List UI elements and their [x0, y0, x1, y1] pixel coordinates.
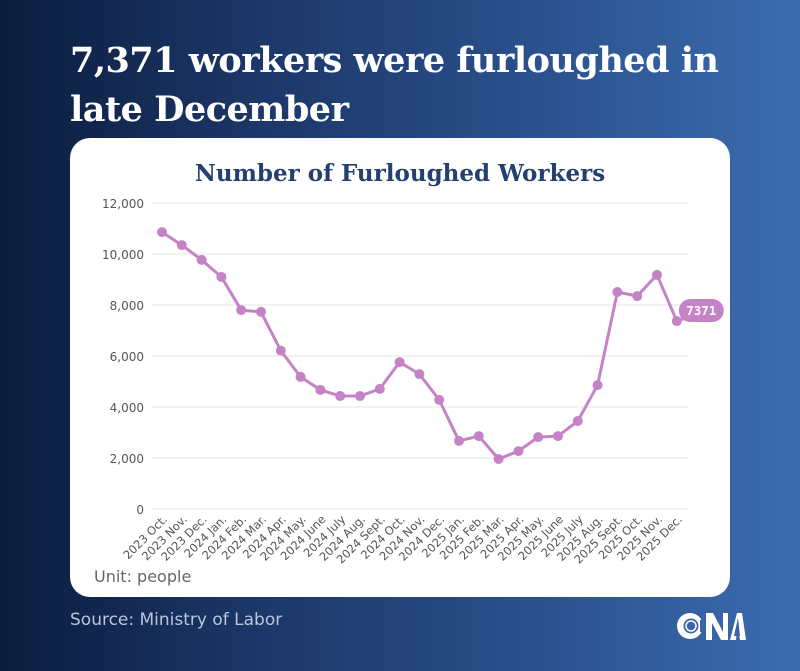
data-point [454, 435, 464, 446]
data-point [533, 432, 544, 443]
data-point [632, 291, 643, 302]
cna-logo-icon [677, 613, 746, 640]
data-point [196, 254, 207, 265]
y-tick-label: 0 [136, 503, 144, 517]
data-point [652, 269, 662, 280]
data-point [157, 227, 167, 238]
data-point [176, 240, 187, 251]
headline: 7,371 workers were furloughed in late De… [70, 40, 719, 130]
source-label: Source: Ministry of Labor [70, 610, 283, 630]
data-point [315, 384, 326, 395]
data-point [572, 416, 583, 427]
data-point [216, 271, 227, 282]
data-point [295, 371, 306, 382]
data-point [612, 286, 623, 297]
y-axis-labels: 0 2,000 4,000 6,000 8,000 10,000 12,000 [102, 197, 144, 517]
chart-title: Number of Furloughed Workers [194, 160, 606, 187]
data-point [434, 394, 445, 405]
gridlines [152, 202, 688, 510]
y-tick-label: 8,000 [110, 299, 144, 313]
y-tick-label: 12,000 [102, 197, 144, 211]
data-point [513, 446, 524, 457]
x-axis-labels: 2023 Oct.2023 Nov.2023 Dec.2024 Jan.2024… [120, 512, 685, 566]
callout-pill [678, 299, 724, 323]
chart-card [70, 138, 730, 597]
data-line [161, 230, 679, 461]
data-point [553, 431, 563, 442]
data-points [157, 227, 682, 465]
data-point [275, 345, 286, 356]
data-point [473, 431, 484, 442]
y-tick-label: 4,000 [110, 401, 144, 415]
unit-label: Unit: people [94, 567, 192, 586]
callout-value: 7371 [686, 303, 716, 318]
data-point [493, 454, 504, 465]
data-point [592, 380, 603, 391]
value-callout: 7371 [676, 299, 724, 323]
data-point [414, 369, 425, 380]
y-tick-label: 10,000 [102, 248, 144, 262]
y-tick-label: 6,000 [110, 350, 144, 364]
y-tick-label: 2,000 [110, 452, 144, 466]
data-point [374, 383, 385, 394]
data-point [256, 306, 266, 317]
data-point [236, 305, 247, 316]
data-point [335, 391, 346, 402]
data-point [355, 391, 365, 402]
data-point [394, 357, 405, 368]
